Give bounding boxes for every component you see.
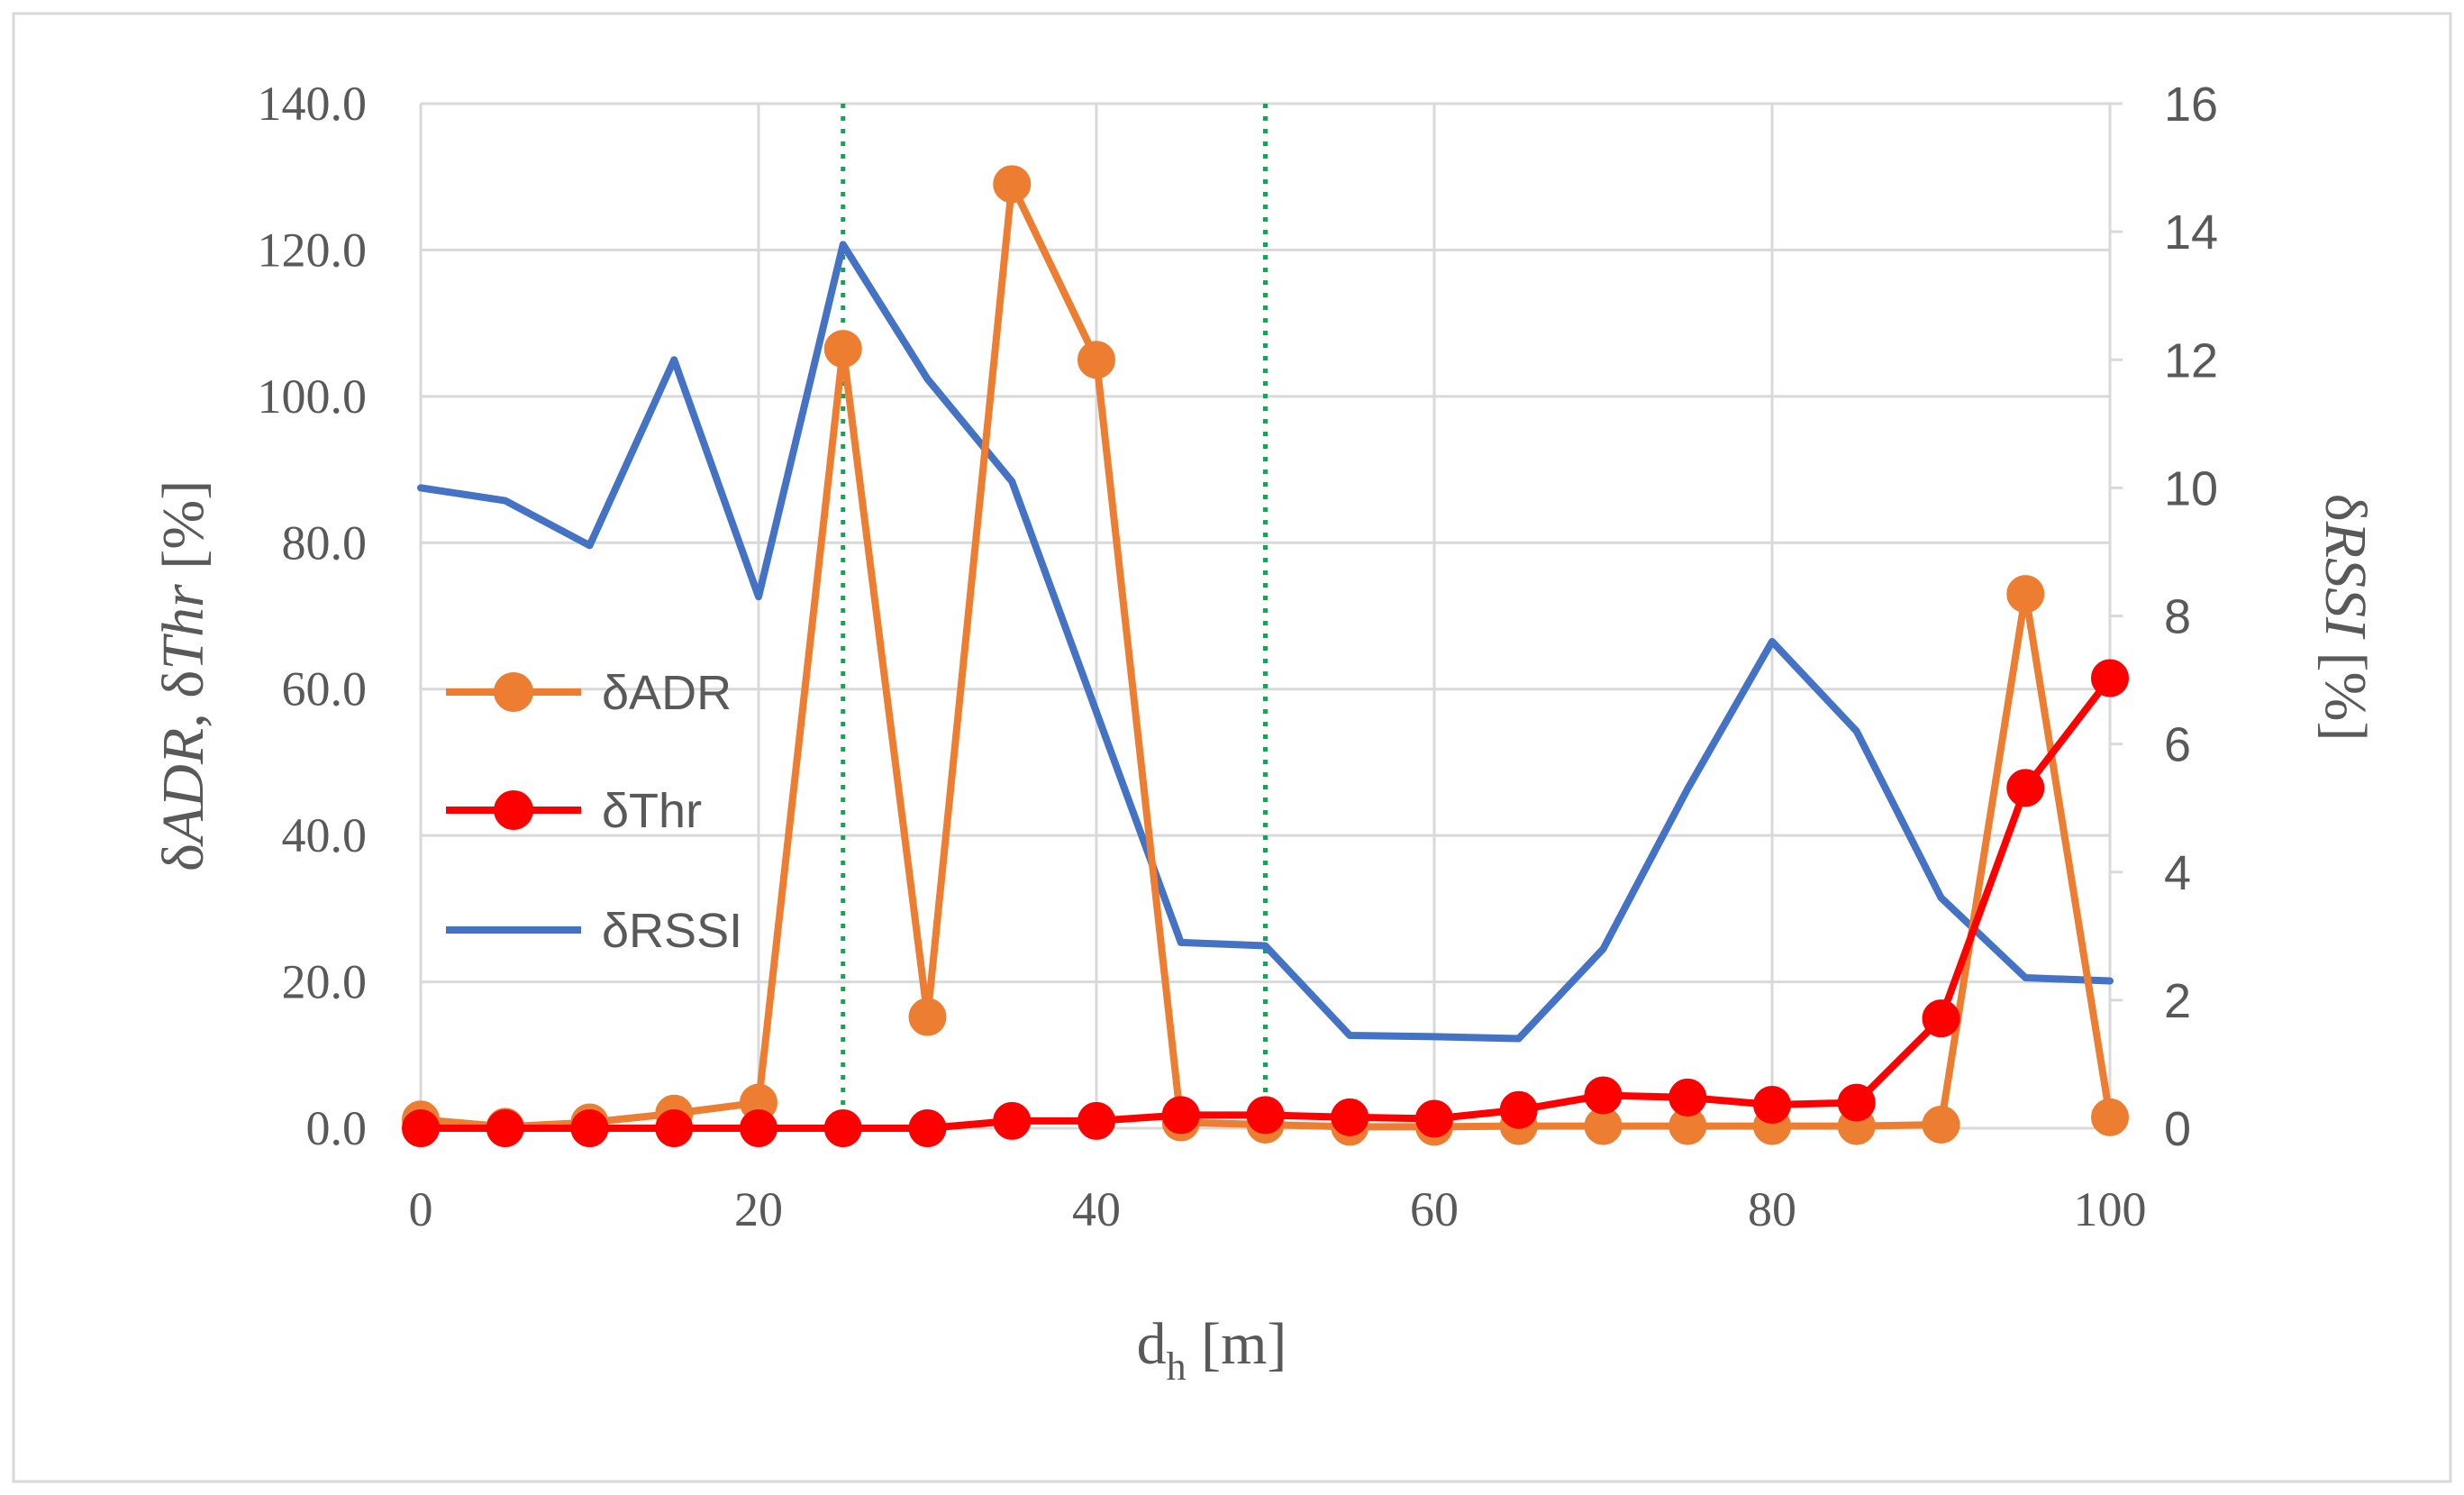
- y-right-tick-label: 16: [2164, 77, 2218, 132]
- data-point-delta-thr: [740, 1109, 777, 1147]
- legend-label-thr: δThr: [602, 784, 702, 838]
- data-point-delta-thr: [1668, 1078, 1707, 1117]
- x-tick-label: 100: [2074, 1182, 2147, 1236]
- series-delta-thr: [402, 659, 2129, 1147]
- legend-label-rssi: δRSSI: [602, 904, 742, 958]
- legend-item-thr: δThr: [446, 784, 702, 838]
- data-point-delta-thr: [570, 1109, 609, 1147]
- legend-item-rssi: δRSSI: [446, 904, 742, 958]
- data-point-delta-thr: [908, 1109, 947, 1147]
- y-right-tick-label: 6: [2164, 718, 2191, 772]
- data-point-delta-thr: [823, 1109, 862, 1147]
- y-left-tick-label: 80.0: [282, 515, 368, 570]
- legend-label-adr: δADR: [602, 666, 732, 720]
- data-point-delta-adr: [2006, 575, 2045, 614]
- y-right-tick-label: 12: [2164, 333, 2218, 387]
- y-right-tick-label: 0: [2164, 1102, 2191, 1156]
- data-point-delta-adr: [1922, 1105, 1960, 1144]
- x-tick-label: 60: [1410, 1182, 1459, 1236]
- data-point-delta-thr: [1415, 1099, 1453, 1138]
- y-axis-left-title: δADR, δThr [%]: [150, 480, 216, 871]
- y-left-tick-label: 40.0: [282, 808, 368, 862]
- data-point-delta-thr: [1499, 1090, 1538, 1129]
- data-point-delta-thr: [1331, 1098, 1369, 1136]
- data-point-delta-adr: [1077, 341, 1115, 379]
- x-tick-label: 0: [409, 1182, 433, 1236]
- y-left-tick-label: 120.0: [258, 223, 368, 277]
- legend-item-adr: δADR: [446, 666, 732, 720]
- data-point-delta-thr: [1584, 1076, 1623, 1115]
- x-tick-label: 80: [1748, 1182, 1796, 1236]
- y-right-tick-label: 8: [2164, 590, 2191, 644]
- data-point-delta-thr: [1837, 1083, 1876, 1122]
- data-point-delta-thr: [486, 1109, 524, 1147]
- y-axis-right-title: δRSSI [%]: [2313, 494, 2378, 742]
- tick-labels: 0.0 20.0 40.0 60.0 80.0 100.0 120.0 140.0 0 2 4 6 8 1…: [258, 77, 2219, 1236]
- data-point-delta-adr: [993, 165, 1032, 204]
- y-right-tick-label: 14: [2164, 205, 2218, 260]
- x-tick-label: 20: [734, 1182, 783, 1236]
- y-right-tick-label: 4: [2164, 846, 2191, 900]
- data-point-delta-adr: [2091, 1098, 2129, 1136]
- x-tick-label: 40: [1072, 1182, 1121, 1236]
- data-point-delta-thr: [1077, 1101, 1115, 1140]
- data-point-delta-adr: [823, 330, 862, 369]
- chart-border: [12, 12, 2452, 1483]
- y-left-tick-label: 140.0: [258, 77, 368, 131]
- data-point-delta-thr: [1161, 1096, 1200, 1135]
- y-right-tick-label: 2: [2164, 974, 2191, 1028]
- data-point-delta-thr: [2006, 769, 2045, 807]
- series-delta-rssi: [417, 241, 2114, 1043]
- data-point-delta-adr: [908, 998, 947, 1036]
- data-point-delta-thr: [402, 1109, 440, 1147]
- data-point-delta-thr: [993, 1101, 1032, 1140]
- legend: δADR δThr δRSSI: [446, 666, 742, 958]
- data-point-delta-thr: [2091, 659, 2129, 697]
- y-left-tick-label: 100.0: [258, 369, 368, 424]
- x-axis-title: dh [m]: [1137, 1311, 1287, 1389]
- series-line-delta-rssi: [417, 241, 2114, 1043]
- y-left-tick-label: 60.0: [282, 662, 368, 716]
- y-left-tick-label: 0.0: [306, 1101, 368, 1155]
- data-point-delta-thr: [655, 1109, 694, 1147]
- series: [402, 165, 2129, 1147]
- data-point-delta-thr: [1922, 999, 1960, 1038]
- y-right-tick-label: 10: [2164, 461, 2218, 515]
- data-point-delta-thr: [1753, 1086, 1791, 1125]
- y-left-tick-label: 20.0: [282, 955, 368, 1009]
- data-point-delta-thr: [1246, 1096, 1285, 1135]
